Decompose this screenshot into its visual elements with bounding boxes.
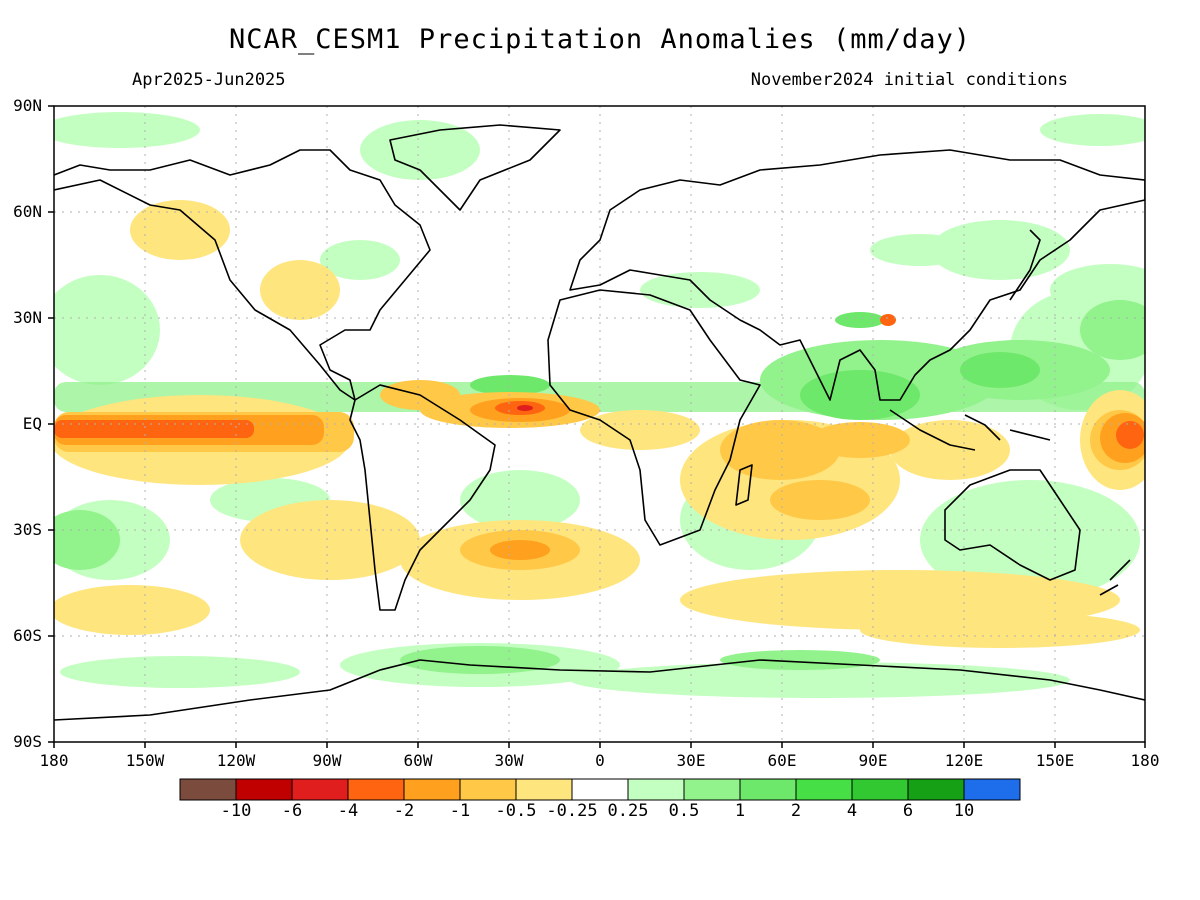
colorbar-tick-label: -0.5	[495, 801, 537, 821]
colorbar-tick-label: 2	[790, 801, 802, 821]
lon-label-90w: 90W	[312, 751, 342, 770]
lat-label-30n: 30N	[13, 308, 42, 327]
colorbar-tick-label: 10	[953, 801, 975, 821]
colorbar-swatch	[963, 778, 1021, 801]
colorbar-swatch	[627, 778, 685, 801]
lon-label-30e: 30E	[676, 751, 706, 770]
colorbar-tick-label: -10	[220, 801, 252, 821]
colorbar-swatch	[235, 778, 293, 801]
colorbar-tick-label: -4	[337, 801, 359, 821]
colorbar-swatch	[683, 778, 741, 801]
lon-label-60e: 60E	[767, 751, 797, 770]
colorbar-swatch	[403, 778, 461, 801]
lon-label-30w: 30W	[494, 751, 524, 770]
lat-label-90n: 90N	[13, 96, 42, 115]
lat-label-eq: EQ	[22, 414, 42, 433]
colorbar-swatch	[739, 778, 797, 801]
colorbar-tick-label: -2	[393, 801, 415, 821]
colorbar-swatch	[291, 778, 349, 801]
colorbar-swatch	[459, 778, 517, 801]
colorbar-swatch	[347, 778, 405, 801]
lon-label-90e: 90E	[858, 751, 888, 770]
colorbar-swatch	[907, 778, 965, 801]
colorbar-tick-label: 0.5	[668, 801, 700, 821]
lon-label-150e: 150E	[1035, 751, 1075, 770]
lon-label-60w: 60W	[403, 751, 433, 770]
colorbar	[179, 778, 1021, 801]
colorbar-swatch	[179, 778, 237, 801]
lat-label-60n: 60N	[13, 202, 42, 221]
colorbar-tick-label: 6	[902, 801, 914, 821]
initial-conditions: November2024 initial conditions	[750, 70, 1068, 90]
lon-label-150w: 150W	[125, 751, 165, 770]
lat-label-30s: 30S	[13, 520, 42, 539]
lat-label-90s: 90S	[13, 732, 42, 751]
colorbar-tick-label: 4	[846, 801, 858, 821]
forecast-period: Apr2025-Jun2025	[132, 70, 286, 90]
colorbar-swatch	[851, 778, 909, 801]
lon-label-120e: 120E	[944, 751, 984, 770]
colorbar-tick-label: -1	[449, 801, 471, 821]
lon-label-180w: 180	[39, 751, 69, 770]
lon-label-120w: 120W	[216, 751, 256, 770]
lon-label-180e: 180	[1130, 751, 1160, 770]
lat-label-60s: 60S	[13, 626, 42, 645]
anomaly-field	[54, 106, 1145, 742]
colorbar-tick-label: 1	[734, 801, 746, 821]
colorbar-swatch	[571, 778, 629, 801]
colorbar-swatch	[795, 778, 853, 801]
colorbar-tick-label: -0.25	[546, 801, 598, 821]
colorbar-tick-label: 0.25	[607, 801, 649, 821]
colorbar-tick-label: -6	[281, 801, 303, 821]
lon-label-0: 0	[595, 751, 605, 770]
map-title: NCAR_CESM1 Precipitation Anomalies (mm/d…	[229, 24, 971, 55]
colorbar-swatch	[515, 778, 573, 801]
